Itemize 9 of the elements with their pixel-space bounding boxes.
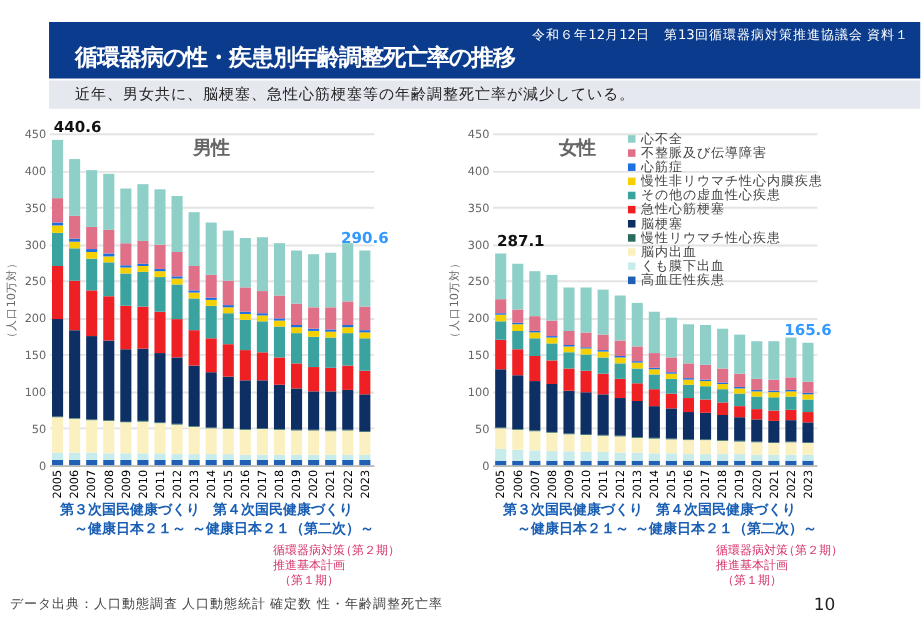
text: 近年、男女共に、脳梗塞、急性心筋梗塞等の年齢調整死亡率が減少している。 <box>75 85 636 104</box>
chart-title: 女性 <box>557 138 596 160</box>
total-label: 287.1 <box>496 231 545 250</box>
total-label: 440.6 <box>53 118 102 137</box>
chart-title: 男性 <box>191 138 230 160</box>
text: 10 <box>813 594 836 615</box>
total-label: 290.6 <box>341 228 389 247</box>
total-label: 165.6 <box>784 321 832 340</box>
text: 循環器病の性・疾患別年齢調整死亡率の推移 <box>73 45 516 72</box>
